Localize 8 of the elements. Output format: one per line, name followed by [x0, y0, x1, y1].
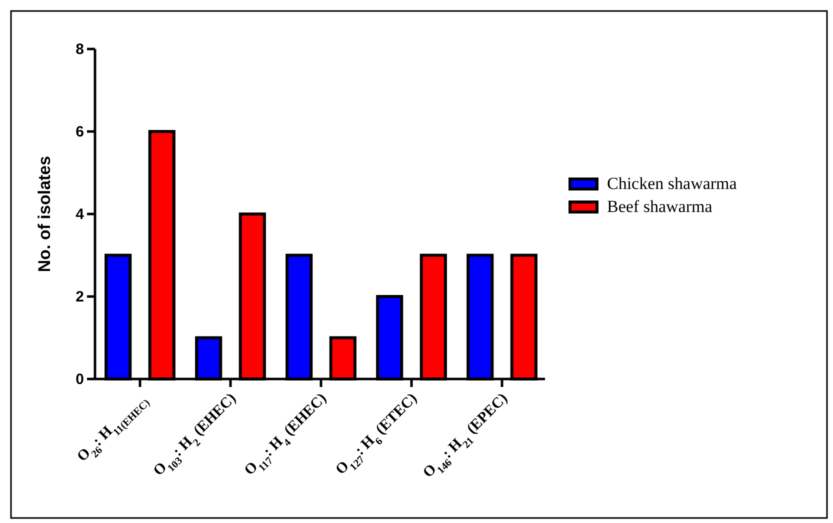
y-tick-label: 8: [76, 40, 84, 58]
y-tick-label: 0: [76, 370, 84, 388]
y-axis-title: No. of isolates: [35, 156, 54, 272]
y-tick-label: 4: [76, 206, 85, 223]
legend-label: Beef shawarma: [607, 197, 713, 216]
y-tick-label: 6: [76, 123, 84, 140]
y-tick-label: 2: [76, 288, 84, 306]
legend-label: Chicken shawarma: [607, 174, 738, 193]
